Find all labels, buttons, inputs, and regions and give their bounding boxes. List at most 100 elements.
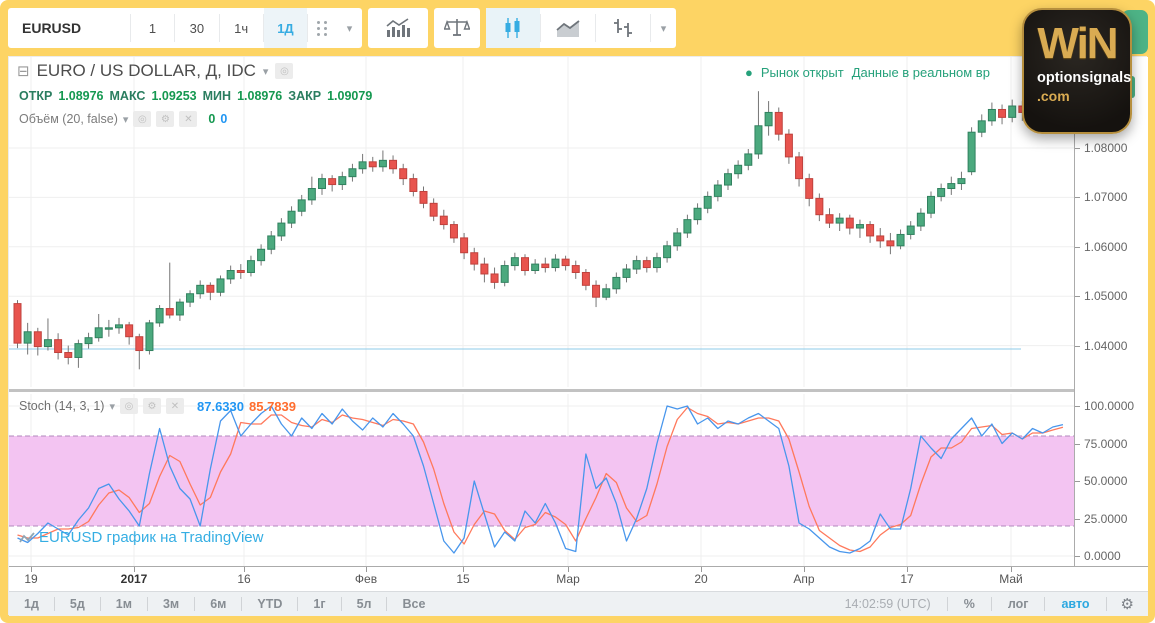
toolbar-separator: [174, 14, 176, 42]
axis-tick: [1075, 246, 1080, 248]
candle-down: [206, 284, 215, 293]
percent-scale-button[interactable]: %: [963, 597, 975, 611]
indicators-button[interactable]: [368, 8, 428, 48]
gear-icon[interactable]: ⚙: [143, 398, 161, 414]
high-label: МАКС: [109, 89, 146, 103]
range-button-1d[interactable]: 1д: [24, 597, 39, 611]
eye-icon[interactable]: ◎: [120, 398, 138, 414]
price-chart-canvas[interactable]: [9, 57, 1074, 387]
gear-icon[interactable]: ⚙: [1120, 596, 1134, 613]
compare-button[interactable]: [434, 8, 480, 48]
candle-down: [642, 260, 651, 269]
candle-down: [571, 265, 580, 273]
candle-up: [23, 331, 32, 344]
price-axis[interactable]: 1.08000 1.07000 1.06000 1.05000 1.04000 100.0…: [1074, 57, 1148, 566]
candle-up: [348, 168, 357, 178]
candle-up: [358, 161, 367, 170]
candle-up: [1008, 105, 1017, 118]
volume-label[interactable]: Объём (20, false): [19, 112, 118, 126]
chart-legend: ⊟ EURO / US DOLLAR, Д, IDC ▾ ◎: [17, 61, 294, 81]
pane-divider-handle[interactable]: [9, 389, 1148, 392]
candle-up: [602, 288, 611, 298]
range-button-all[interactable]: Все: [402, 597, 426, 611]
interval-button-1h[interactable]: 1ч: [234, 20, 249, 36]
candle-up: [94, 327, 103, 339]
candle-up: [257, 248, 266, 262]
market-open-label: Рынок открыт: [760, 65, 844, 80]
price-axis-label: 1.05000: [1084, 289, 1128, 304]
candle-up: [937, 188, 946, 197]
stoch-axis-label: 75.0000: [1084, 436, 1128, 451]
range-button-ytd[interactable]: YTD: [257, 597, 283, 611]
axis-tick: [1075, 197, 1080, 199]
auto-scale-button[interactable]: авто: [1061, 597, 1090, 611]
style-line-button[interactable]: [541, 8, 595, 48]
price-axis-label: 1.07000: [1084, 190, 1128, 205]
axis-tick: [1075, 518, 1080, 520]
range-button-6m[interactable]: 6м: [210, 597, 227, 611]
candle-up: [906, 225, 915, 235]
time-axis-label: 2017: [120, 572, 148, 586]
candle-down: [125, 324, 134, 338]
style-ohlc-button[interactable]: [596, 8, 650, 48]
range-button-5y[interactable]: 5л: [356, 597, 372, 611]
style-candles-button[interactable]: [486, 8, 540, 48]
chevron-down-icon[interactable]: ▾: [122, 113, 129, 126]
toolbar-separator: [650, 14, 651, 42]
close-icon[interactable]: ✕: [179, 111, 198, 127]
ohlc-bars-icon: [614, 19, 632, 37]
clock-label[interactable]: 14:02:59 (UTC): [844, 597, 931, 611]
candle-down: [845, 217, 854, 229]
candle-down: [876, 235, 885, 242]
stoch-label[interactable]: Stoch (14, 3, 1): [19, 399, 105, 413]
logo-domain: .com: [1037, 88, 1070, 104]
stochastic-canvas[interactable]: [9, 394, 1074, 566]
eye-icon[interactable]: ◎: [133, 111, 152, 127]
candle-up: [246, 260, 255, 273]
time-axis[interactable]: 19 2017 16 Фев 15 Мар 20 Апр 17 Май: [9, 566, 1148, 591]
stoch-axis-label: 50.0000: [1084, 474, 1128, 488]
candle-up: [115, 324, 123, 329]
candle-down: [815, 197, 824, 216]
tradingview-attribution-link[interactable]: EURUSD график на TradingView: [19, 529, 263, 546]
candle-up: [724, 173, 732, 186]
candle-down: [64, 352, 73, 358]
toolbar-main-group: EURUSD 1 30 1ч 1Д ▾: [8, 8, 362, 48]
range-button-3m[interactable]: 3м: [162, 597, 180, 611]
close-icon[interactable]: ✕: [166, 398, 184, 414]
candle-up: [744, 153, 753, 166]
interval-button-30m[interactable]: 30: [189, 20, 205, 36]
range-button-5d[interactable]: 5д: [69, 597, 85, 611]
candle-down: [561, 258, 570, 267]
candle-up: [297, 199, 306, 212]
interval-button-1d[interactable]: 1Д: [263, 8, 308, 48]
log-scale-button[interactable]: лог: [1007, 597, 1029, 611]
gear-icon[interactable]: ⚙: [156, 111, 175, 127]
interval-dropdown-button[interactable]: ▾: [337, 8, 362, 48]
candle-up: [673, 232, 682, 247]
interval-menu-button[interactable]: [308, 8, 337, 48]
time-axis-label: 16: [237, 572, 251, 586]
chevron-down-icon[interactable]: ▾: [109, 400, 115, 413]
candle-up: [287, 210, 296, 224]
symbol-field[interactable]: EURUSD: [8, 8, 130, 48]
range-button-1y[interactable]: 1г: [313, 597, 326, 611]
axis-tick: [907, 567, 908, 572]
style-more-button[interactable]: ▾: [651, 8, 676, 48]
eye-icon[interactable]: ◎: [275, 63, 294, 79]
candle-up: [74, 343, 83, 358]
candle-up: [145, 322, 154, 352]
candle-up: [622, 268, 631, 278]
candle-down: [399, 168, 408, 180]
candle-up: [683, 219, 692, 234]
candle-down: [165, 308, 174, 316]
chevron-down-icon[interactable]: ▾: [262, 65, 269, 78]
interval-button-1m[interactable]: 1: [148, 20, 157, 36]
collapse-icon[interactable]: ⊟: [17, 63, 30, 80]
candle-up: [196, 284, 205, 295]
stoch-axis-label: 100.0000: [1084, 399, 1135, 413]
toolbar-separator: [540, 14, 541, 42]
stoch-axis-label: 25.0000: [1084, 511, 1128, 526]
range-button-1m[interactable]: 1м: [115, 597, 132, 611]
chart-title[interactable]: EURO / US DOLLAR, Д, IDC: [36, 61, 256, 80]
